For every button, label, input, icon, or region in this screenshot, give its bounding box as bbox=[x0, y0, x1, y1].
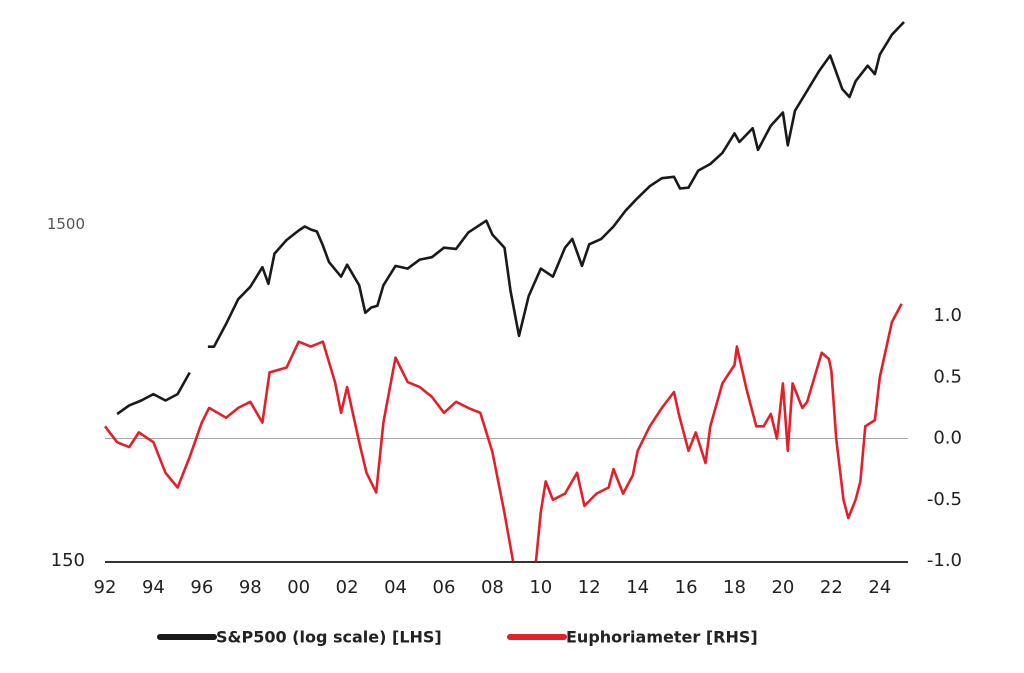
x-tick-label: 92 bbox=[94, 577, 117, 598]
x-tick-label: 94 bbox=[142, 577, 165, 598]
y2-tick-label: 1.0 bbox=[933, 305, 962, 326]
legend-label: Euphoriameter [RHS] bbox=[566, 628, 758, 647]
series-line bbox=[116, 21, 905, 416]
x-tick-label: 96 bbox=[190, 577, 213, 598]
x-tick-label: 02 bbox=[336, 577, 359, 598]
y2-tick-label: -0.5 bbox=[927, 489, 962, 510]
x-tick-label: 20 bbox=[771, 577, 794, 598]
y-tick-label: 1500 bbox=[47, 215, 85, 233]
x-tick-label: 14 bbox=[626, 577, 649, 598]
y2-tick-label: -1.0 bbox=[927, 550, 962, 571]
x-tick-label: 08 bbox=[481, 577, 504, 598]
x-tick-label: 04 bbox=[384, 577, 407, 598]
x-tick-label: 06 bbox=[433, 577, 456, 598]
y-tick-label: 150 bbox=[51, 550, 85, 571]
legend-label: S&P500 (log scale) [LHS] bbox=[216, 628, 442, 647]
x-tick-label: 24 bbox=[868, 577, 891, 598]
y2-tick-label: 0.0 bbox=[933, 428, 962, 449]
x-tick-label: 12 bbox=[578, 577, 601, 598]
x-tick-label: 00 bbox=[287, 577, 310, 598]
y2-tick-label: 0.5 bbox=[933, 366, 962, 387]
x-tick-label: 98 bbox=[239, 577, 262, 598]
series-line bbox=[103, 303, 903, 562]
x-tick-label: 18 bbox=[723, 577, 746, 598]
x-tick-label: 22 bbox=[820, 577, 843, 598]
x-tick-label: 10 bbox=[529, 577, 552, 598]
x-tick-label: 16 bbox=[675, 577, 698, 598]
